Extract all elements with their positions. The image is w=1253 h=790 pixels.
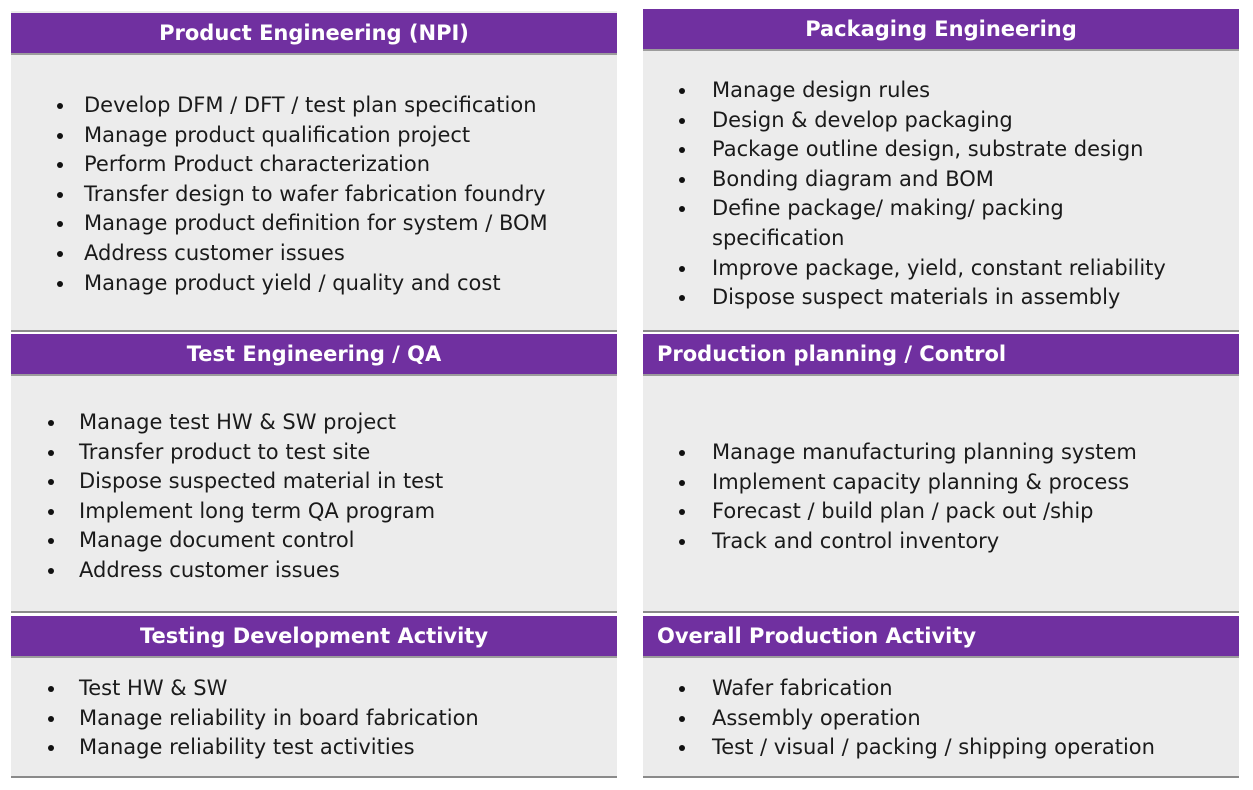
panel-overall-production: Overall Production Activity Wafer fabric… — [643, 616, 1239, 778]
list-item: Address customer issues — [53, 239, 548, 269]
list-item: Manage product yield / quality and cost — [53, 269, 548, 299]
bullet-list: Test HW & SW Manage reliability in board… — [44, 674, 479, 763]
list-item: Manage product definition for system / B… — [53, 209, 548, 239]
panel-title: Product Engineering (NPI) — [11, 13, 617, 55]
bullet-list: Manage manufacturing planning system Imp… — [643, 438, 1137, 556]
panel-test-engineering: Test Engineering / QA Manage test HW & S… — [11, 334, 617, 613]
list-item: Wafer fabrication — [643, 674, 1155, 704]
panel-title: Testing Development Activity — [11, 616, 617, 658]
bullet-list: Manage test HW & SW project Transfer pro… — [44, 408, 443, 586]
list-item: Manage document control — [44, 526, 443, 556]
panel-production-planning: Production planning / Control Manage man… — [643, 334, 1239, 613]
panel-product-engineering: Product Engineering (NPI) Develop DFM / … — [11, 11, 617, 332]
list-item: Perform Product characterization — [53, 150, 548, 180]
bullet-list: Manage design rules Design & develop pac… — [643, 76, 1166, 313]
list-item: Address customer issues — [44, 556, 443, 586]
list-item: Track and control inventory — [643, 527, 1137, 557]
panel-testing-development: Testing Development Activity Test HW & S… — [11, 616, 617, 778]
list-item: Implement long term QA program — [44, 497, 443, 527]
list-item-continuation: specification — [712, 225, 845, 250]
panel-title: Test Engineering / QA — [11, 334, 617, 376]
list-item: Implement capacity planning & process — [643, 468, 1137, 498]
list-item: Manage product qualification project — [53, 121, 548, 151]
list-item: Manage design rules — [643, 76, 1166, 106]
panel-title: Packaging Engineering — [643, 9, 1239, 51]
list-item: Manage test HW & SW project — [44, 408, 443, 438]
list-item: Manage reliability in board fabrication — [44, 704, 479, 734]
list-item: Develop DFM / DFT / test plan specificat… — [53, 91, 548, 121]
list-item: Transfer product to test site — [44, 438, 443, 468]
bullet-list: Wafer fabrication Assembly operation Tes… — [643, 674, 1155, 763]
bullet-list: Develop DFM / DFT / test plan specificat… — [53, 91, 548, 298]
list-item: Package outline design, substrate design — [643, 135, 1166, 165]
list-item: Test / visual / packing / shipping opera… — [643, 733, 1155, 763]
list-item: Improve package, yield, constant reliabi… — [643, 254, 1166, 284]
list-item: Design & develop packaging — [643, 106, 1166, 136]
list-item: Define package/ making/ packing — [643, 194, 1166, 224]
panel-packaging-engineering: Packaging Engineering Manage design rule… — [643, 9, 1239, 332]
list-item: Dispose suspect materials in assembly — [643, 283, 1166, 313]
list-item: Dispose suspected material in test — [44, 467, 443, 497]
list-item: Manage reliability test activities — [44, 733, 479, 763]
panel-title: Overall Production Activity — [643, 616, 1239, 658]
list-item: Transfer design to wafer fabrication fou… — [53, 180, 548, 210]
list-item: Assembly operation — [643, 704, 1155, 734]
list-item: Test HW & SW — [44, 674, 479, 704]
panel-title: Production planning / Control — [643, 334, 1239, 376]
list-item: Bonding diagram and BOM — [643, 165, 1166, 195]
list-item: Manage manufacturing planning system — [643, 438, 1137, 468]
list-item: Forecast / build plan / pack out /ship — [643, 497, 1137, 527]
